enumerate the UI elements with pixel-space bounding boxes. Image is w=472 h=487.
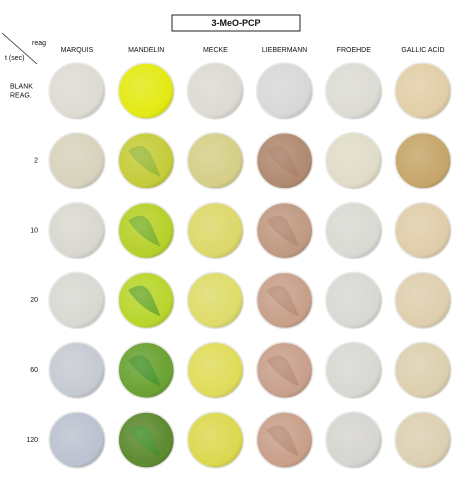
spot-shade bbox=[118, 202, 175, 259]
spot-shade bbox=[325, 63, 382, 119]
spot-shade bbox=[118, 272, 175, 329]
spot-shade bbox=[187, 202, 244, 259]
spot-shade bbox=[49, 132, 105, 189]
title: 3-MeO-PCP bbox=[211, 18, 260, 28]
spot-shade bbox=[256, 63, 313, 119]
spot-shade bbox=[256, 342, 313, 399]
spot-shade bbox=[256, 202, 313, 259]
spot-shade bbox=[49, 202, 105, 259]
row-label: 20 bbox=[30, 297, 38, 304]
spot-shade bbox=[256, 412, 313, 468]
corner-bottom-label: t (sec) bbox=[5, 55, 24, 62]
row-label: REAG. bbox=[10, 92, 32, 99]
spot-shade bbox=[187, 63, 244, 119]
column-header: LIEBERMANN bbox=[262, 47, 308, 54]
spot-shade bbox=[395, 202, 451, 259]
column-header: GALLIC ACID bbox=[401, 47, 444, 54]
row-label: 60 bbox=[30, 367, 38, 374]
title-box bbox=[171, 14, 301, 32]
spot-shade bbox=[49, 342, 105, 399]
corner-diagonal bbox=[1, 32, 38, 65]
spot-shade bbox=[118, 412, 175, 468]
spot-shade bbox=[118, 132, 175, 189]
spot-shade bbox=[395, 342, 451, 399]
spot-shade bbox=[187, 132, 244, 189]
row-label: 10 bbox=[30, 227, 38, 234]
spot-shade bbox=[256, 272, 313, 329]
spot-shade bbox=[118, 342, 175, 399]
row-label: 2 bbox=[34, 158, 38, 165]
column-header: MECKE bbox=[203, 47, 228, 54]
column-header: FROEHDE bbox=[337, 47, 372, 54]
row-label: 120 bbox=[26, 437, 38, 444]
spot-shade bbox=[187, 412, 244, 468]
spot-shade bbox=[395, 272, 451, 329]
spot-shade bbox=[49, 272, 105, 329]
column-header: MANDELIN bbox=[128, 47, 164, 54]
spot-shade bbox=[118, 63, 175, 119]
spot-shade bbox=[49, 412, 105, 468]
spot-shade bbox=[395, 132, 451, 189]
corner-top-label: reag bbox=[32, 40, 46, 47]
spot-shade bbox=[325, 132, 382, 189]
spot-shade bbox=[325, 272, 382, 329]
spot-shade bbox=[395, 412, 451, 468]
spot-shade bbox=[325, 202, 382, 259]
spot-shade bbox=[187, 272, 244, 329]
column-header: MARQUIS bbox=[61, 47, 94, 54]
spot-shade bbox=[256, 132, 313, 189]
spot-shade bbox=[395, 63, 451, 119]
spot-shade bbox=[187, 342, 244, 399]
row-label: BLANK bbox=[10, 83, 33, 90]
spot-shade bbox=[325, 412, 382, 468]
spot-shade bbox=[49, 63, 105, 119]
spot-shade bbox=[325, 342, 382, 399]
